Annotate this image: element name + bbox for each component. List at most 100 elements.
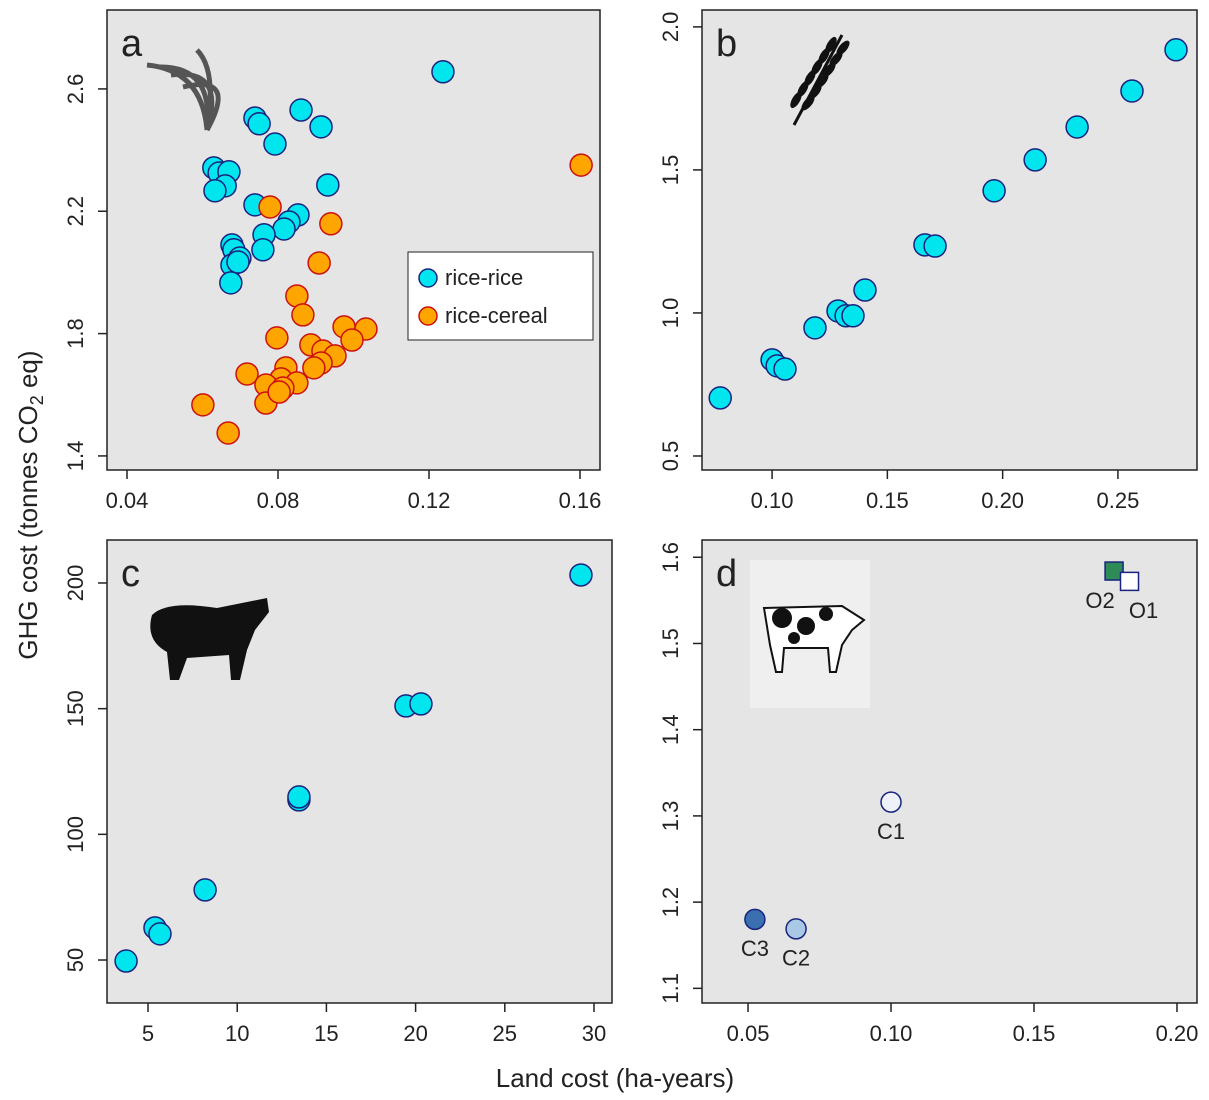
- y-axis-title: GHG cost (tonnes CO2 eq): [13, 350, 47, 659]
- point: [570, 154, 592, 176]
- point: [290, 99, 312, 121]
- point: [266, 327, 288, 349]
- point: [842, 305, 864, 327]
- point: [268, 381, 290, 403]
- x-tick-label: 0.15: [866, 488, 909, 513]
- point: [149, 923, 171, 945]
- point-label: C1: [877, 819, 905, 844]
- x-tick-label: 0.04: [106, 488, 149, 513]
- x-tick-label: 5: [142, 1021, 154, 1046]
- x-tick-label: 20: [403, 1021, 427, 1046]
- icon-spot: [819, 607, 833, 621]
- x-tick-label: 0.10: [870, 1021, 913, 1046]
- page: { "shared_axes": {"xlabel": "Land cost (…: [0, 0, 1209, 1100]
- point: [1165, 39, 1187, 61]
- x-tick-label: 15: [314, 1021, 338, 1046]
- point: [317, 174, 339, 196]
- y-tick-label: 50: [63, 948, 88, 972]
- panel-letter: b: [716, 23, 737, 65]
- x-tick-label: 0.16: [559, 488, 602, 513]
- point-label: C3: [741, 936, 769, 961]
- point: [709, 387, 731, 409]
- point: [745, 909, 765, 929]
- point: [924, 235, 946, 257]
- x-tick-label: 25: [493, 1021, 517, 1046]
- y-axis-title-part: eq): [13, 350, 43, 395]
- point: [204, 180, 226, 202]
- icon-spot: [772, 608, 792, 628]
- point: [881, 792, 901, 812]
- point: [1024, 149, 1046, 171]
- icon-spot: [797, 617, 815, 635]
- x-tick-label: 30: [582, 1021, 606, 1046]
- point: [288, 786, 310, 808]
- point: [273, 218, 295, 240]
- y-tick-label: 100: [63, 816, 88, 853]
- point: [570, 564, 592, 586]
- panel: 0.10 0.15 0.20 0.25 0.5 1.0 1.5 2.0 b: [658, 10, 1197, 513]
- y-axis-title-part: GHG cost (tonnes CO: [13, 405, 43, 659]
- x-tick-label: 0.15: [1013, 1021, 1056, 1046]
- point: [252, 239, 274, 261]
- point: [432, 61, 454, 83]
- y-tick-label: 150: [63, 690, 88, 727]
- x-tick-label: 0.20: [1156, 1021, 1199, 1046]
- panel: 0.05 0.10 0.15 0.20 1.1 1.2 1.3 1.4 1.5 1.6 d O2 O1 C…: [658, 540, 1199, 1046]
- point: [1121, 80, 1143, 102]
- y-tick-label: 2.6: [63, 74, 88, 105]
- point: [854, 279, 876, 301]
- y-tick-label: 1.3: [658, 801, 683, 832]
- x-tick-label: 0.25: [1097, 488, 1140, 513]
- x-tick-label: 0.08: [257, 488, 300, 513]
- legend-label: rice-cereal: [445, 303, 548, 328]
- panel-letter: d: [716, 553, 737, 595]
- x-tick-label: 0.10: [751, 488, 794, 513]
- legend-swatch: [419, 307, 437, 325]
- y-tick-label: 1.2: [658, 887, 683, 918]
- point: [983, 180, 1005, 202]
- x-tick-label: 0.20: [981, 488, 1024, 513]
- icon-spot: [788, 632, 800, 644]
- panel-letter: a: [121, 23, 143, 65]
- y-tick-label: 1.0: [658, 298, 683, 329]
- y-tick-label: 1.4: [63, 441, 88, 472]
- point: [220, 272, 242, 294]
- y-tick-label: 1.8: [63, 318, 88, 349]
- y-tick-label: 1.5: [658, 155, 683, 186]
- point-label: O1: [1129, 598, 1158, 623]
- point-label: O2: [1085, 588, 1114, 613]
- y-tick-label: 2.2: [63, 196, 88, 227]
- point: [1066, 116, 1088, 138]
- point: [308, 252, 330, 274]
- y-tick-label: 1.5: [658, 628, 683, 659]
- y-tick-label: 1.6: [658, 542, 683, 573]
- point: [192, 394, 214, 416]
- x-tick-label: 0.05: [727, 1021, 770, 1046]
- x-axis-title: Land cost (ha-years): [496, 1063, 734, 1093]
- plot-area: [702, 10, 1197, 470]
- y-tick-label: 1.4: [658, 714, 683, 745]
- point: [410, 693, 432, 715]
- panel-letter: c: [121, 553, 140, 595]
- point: [227, 251, 249, 273]
- point: [264, 133, 286, 155]
- y-tick-label: 0.5: [658, 441, 683, 472]
- panel: 5 10 15 20 25 30 50 100 150 200 c: [63, 540, 612, 1046]
- y-axis-title-sub: 2: [27, 395, 47, 405]
- y-tick-label: 2.0: [658, 12, 683, 43]
- point: [804, 317, 826, 339]
- point: [259, 196, 281, 218]
- point: [248, 113, 270, 135]
- y-tick-label: 1.1: [658, 973, 683, 1004]
- y-tick-label: 200: [63, 565, 88, 602]
- point: [1121, 572, 1139, 590]
- icon: [750, 560, 870, 708]
- x-tick-label: 10: [225, 1021, 249, 1046]
- point: [774, 358, 796, 380]
- point: [786, 919, 806, 939]
- point-label: C2: [782, 946, 810, 971]
- legend-swatch: [419, 269, 437, 287]
- point: [292, 304, 314, 326]
- figure: Land cost (ha-years) GHG cost (tonnes CO…: [0, 0, 1209, 1100]
